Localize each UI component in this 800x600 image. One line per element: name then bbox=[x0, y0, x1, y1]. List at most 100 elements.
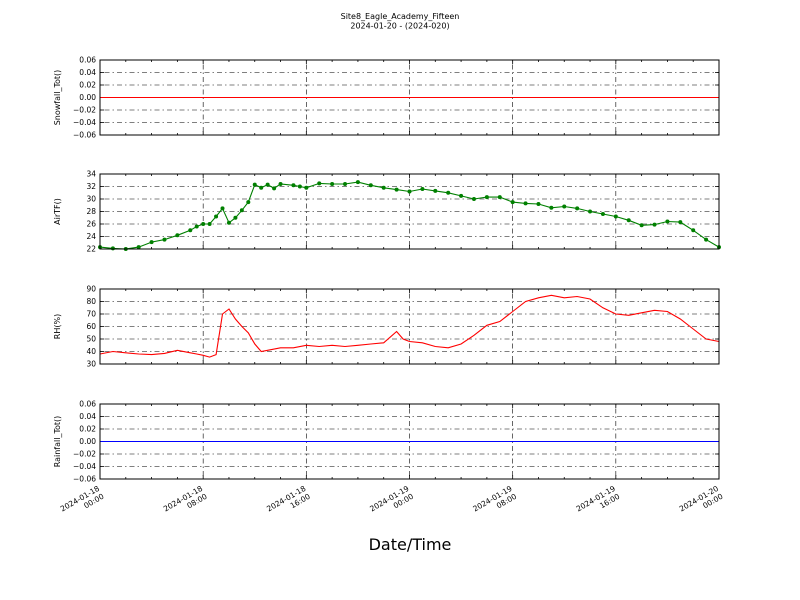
y-tick-label: 70 bbox=[86, 310, 96, 319]
data-point bbox=[523, 201, 528, 206]
y-tick-label: 0.04 bbox=[79, 412, 96, 421]
data-point bbox=[613, 214, 618, 219]
data-point bbox=[678, 220, 683, 225]
data-point bbox=[207, 222, 212, 226]
data-point bbox=[265, 182, 270, 187]
data-point bbox=[317, 181, 322, 186]
data-point bbox=[600, 212, 605, 216]
x-tick-label: 2024-01-1916:00 bbox=[575, 484, 622, 521]
panels: 0.06 0.04 0.02 0.00 −0.02 −0.04 −0.06 Snowfall_… bbox=[53, 56, 721, 484]
data-point bbox=[471, 197, 476, 201]
data-point bbox=[394, 187, 399, 192]
x-tick-label: 2024-01-1808:00 bbox=[162, 484, 209, 521]
data-point bbox=[459, 193, 464, 198]
y-tick-label: −0.06 bbox=[73, 131, 96, 140]
data-point bbox=[136, 245, 141, 250]
data-point bbox=[149, 240, 154, 245]
y-tick-label: 0.00 bbox=[79, 437, 96, 446]
data-point bbox=[510, 200, 515, 205]
y-tick-label: 60 bbox=[86, 322, 96, 331]
y-tick-label: −0.02 bbox=[73, 106, 96, 115]
data-point bbox=[446, 190, 451, 195]
panel-4: 0.06 0.04 0.02 0.00 −0.02 −0.04 −0.06 Rainfall_… bbox=[53, 400, 720, 484]
data-point bbox=[201, 222, 206, 226]
y-tick-label: 40 bbox=[86, 347, 96, 356]
y-tick-label: 28 bbox=[86, 207, 96, 216]
data-point bbox=[330, 182, 335, 186]
data-point bbox=[343, 182, 348, 186]
data-point bbox=[626, 218, 631, 223]
data-point bbox=[575, 206, 580, 211]
data-point bbox=[704, 237, 709, 242]
plot-frame bbox=[99, 403, 720, 480]
y-tick-label: 30 bbox=[86, 360, 96, 369]
y-tick-label: 0.06 bbox=[79, 56, 96, 65]
data-point bbox=[194, 224, 199, 229]
plot-frame bbox=[99, 288, 720, 365]
panel-2: 34 32 30 28 26 24 22 AirTF() bbox=[53, 170, 721, 254]
y-tick-label: 34 bbox=[86, 170, 96, 179]
y-tick-label: 0.06 bbox=[79, 400, 96, 409]
data-point bbox=[278, 182, 283, 186]
data-point bbox=[304, 185, 309, 190]
y-axis-label: AirTF() bbox=[53, 198, 62, 225]
data-point bbox=[355, 180, 360, 185]
y-tick-label: −0.02 bbox=[73, 450, 96, 459]
y-tick-label: −0.06 bbox=[73, 475, 96, 484]
data-point bbox=[291, 183, 296, 188]
panel-1: 0.06 0.04 0.02 0.00 −0.02 −0.04 −0.06 Snowfall_… bbox=[53, 56, 720, 140]
data-point bbox=[665, 219, 670, 224]
data-point bbox=[297, 184, 302, 189]
y-tick-label: 0.02 bbox=[79, 425, 96, 434]
plot-frame bbox=[99, 59, 720, 136]
data-point bbox=[549, 205, 554, 210]
y-tick-label: 90 bbox=[86, 285, 96, 294]
x-axis-label: Date/Time bbox=[369, 535, 452, 554]
x-tick-label: 2024-01-2000:00 bbox=[678, 484, 725, 521]
y-tick-label: 80 bbox=[86, 297, 96, 306]
y-tick-label: −0.04 bbox=[73, 118, 96, 127]
series-line bbox=[99, 294, 720, 358]
data-point bbox=[691, 228, 696, 233]
y-tick-label: 50 bbox=[86, 335, 96, 344]
data-point bbox=[368, 183, 373, 188]
data-point bbox=[110, 246, 115, 251]
chart-title: Site8_Eagle_Academy_Fifteen bbox=[341, 12, 460, 21]
data-point bbox=[214, 214, 219, 219]
data-point bbox=[233, 215, 238, 220]
data-point bbox=[175, 233, 180, 238]
y-tick-label: −0.04 bbox=[73, 462, 96, 471]
x-tick-label: 2024-01-1816:00 bbox=[265, 484, 312, 521]
y-tick-label: 0.04 bbox=[79, 68, 96, 77]
data-point bbox=[239, 208, 244, 213]
data-point bbox=[226, 220, 231, 225]
data-point bbox=[497, 195, 502, 200]
y-tick-label: 0.00 bbox=[79, 93, 96, 102]
y-tick-label: 26 bbox=[86, 220, 96, 229]
data-point bbox=[381, 185, 386, 190]
data-point bbox=[246, 200, 251, 205]
chart-subtitle: 2024-01-20 - (2024-020) bbox=[350, 22, 449, 31]
panel-3: 90 80 70 60 50 40 30 RH(%) bbox=[53, 285, 720, 369]
data-point bbox=[588, 209, 593, 214]
y-tick-label: 22 bbox=[86, 245, 96, 254]
y-tick-label: 30 bbox=[86, 195, 96, 204]
data-point bbox=[407, 189, 412, 194]
data-point bbox=[484, 195, 489, 200]
data-point bbox=[272, 186, 277, 191]
data-point bbox=[162, 237, 167, 242]
y-tick-label: 24 bbox=[86, 232, 96, 241]
x-axis: 2024-01-1800:00 2024-01-1808:00 2024-01-18… bbox=[59, 484, 725, 521]
x-tick-label: 2024-01-1800:00 bbox=[59, 484, 106, 521]
x-tick-label: 2024-01-1908:00 bbox=[471, 484, 518, 521]
data-point bbox=[652, 222, 657, 227]
y-tick-label: 32 bbox=[86, 182, 96, 191]
data-point bbox=[433, 188, 438, 193]
y-tick-label: 0.02 bbox=[79, 81, 96, 90]
y-axis-label: Rainfall_Tot() bbox=[53, 416, 62, 468]
data-point bbox=[536, 202, 541, 206]
data-point bbox=[562, 204, 567, 209]
data-point bbox=[259, 185, 264, 190]
data-point bbox=[188, 228, 193, 233]
